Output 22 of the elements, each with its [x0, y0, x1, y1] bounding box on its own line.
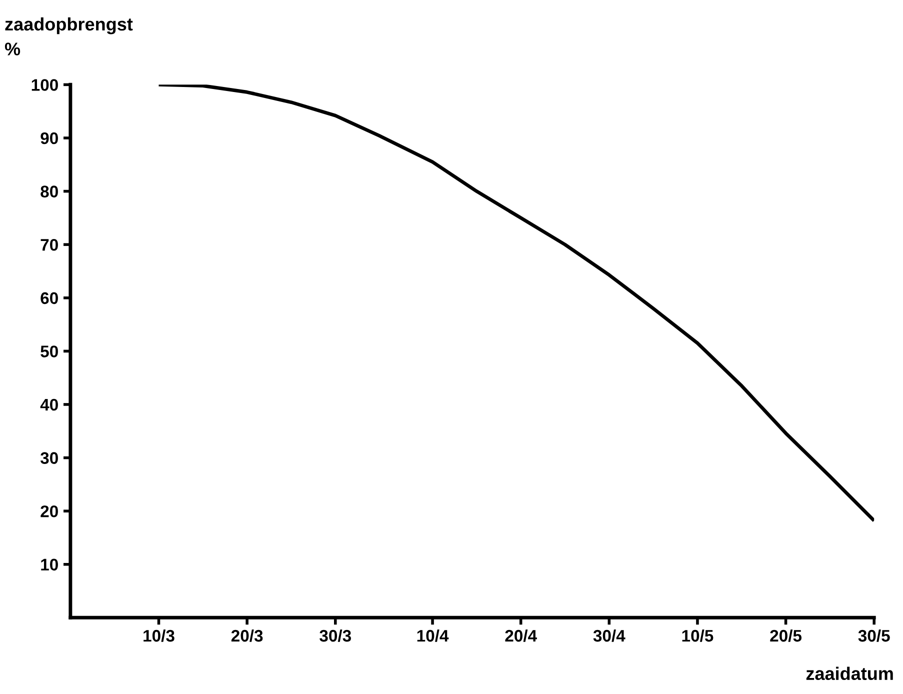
y-tick-label: 70 — [40, 238, 58, 251]
y-tick-label: 40 — [40, 398, 58, 411]
y-axis-title: zaadopbrengst % — [4, 17, 133, 56]
x-tick-label: 30/5 — [858, 629, 890, 642]
y-tick-label: 10 — [41, 558, 58, 571]
y-tick-label: 60 — [40, 292, 58, 304]
line-series — [157, 84, 874, 522]
y-tick-label: 30 — [40, 452, 58, 464]
x-tick-label: 10/4 — [417, 629, 449, 642]
x-tick-label: 20/3 — [231, 629, 263, 642]
x-tick-label: 30/3 — [320, 629, 351, 642]
y-tick-label: 20 — [40, 505, 58, 518]
x-tick-label: 10/3 — [144, 629, 174, 642]
x-tick-label: 20/5 — [770, 629, 802, 642]
x-tick-label: 20/4 — [505, 629, 537, 642]
y-tick-label: 90 — [40, 132, 58, 144]
y-tick-label: 80 — [40, 186, 58, 198]
y-tick-label: 100 — [32, 79, 58, 91]
x-tick-label: 30/4 — [593, 629, 626, 642]
x-tick-label: 10/5 — [682, 629, 714, 642]
y-tick-label: 50 — [40, 346, 58, 358]
x-axis-title: zaaidatum — [806, 666, 893, 680]
